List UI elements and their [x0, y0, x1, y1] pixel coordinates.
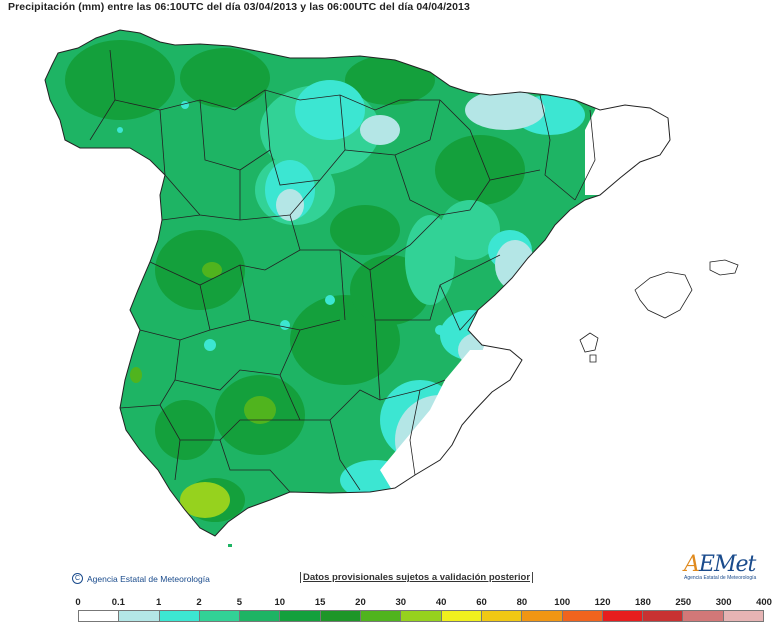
legend-swatch	[723, 611, 764, 621]
logo-subtitle: Agencia Estatal de Meteorología	[684, 575, 757, 581]
legend-labels: 0 0.1 1 2 5 10 15 20 30 40 60 80 100 120 180 250 300 400	[70, 597, 772, 608]
logo-mark: AEMet	[684, 552, 764, 577]
logo-mark-a: A	[684, 552, 700, 577]
legend-label: 120	[594, 597, 611, 608]
disclaimer-label: Datos provisionales sujetos a validación…	[303, 572, 531, 583]
legend-label: 400	[756, 597, 772, 608]
legend-label: 180	[635, 597, 651, 608]
legend-swatch	[119, 611, 160, 621]
legend-swatch	[441, 611, 482, 621]
legend-label: 30	[395, 597, 407, 608]
legend-swatch	[280, 611, 321, 621]
copyright-icon: C	[72, 573, 83, 584]
legend-swatch	[199, 611, 241, 621]
legend-swatch	[522, 611, 563, 621]
province-borders	[89, 49, 596, 493]
legend-label: 5	[236, 597, 243, 608]
legend-color-bar	[78, 610, 764, 622]
legend-label: 300	[715, 597, 732, 608]
legend-swatch	[320, 611, 362, 621]
legend-label: 0	[75, 597, 81, 608]
legend-swatch	[361, 611, 402, 621]
legend-label: 0.1	[111, 597, 125, 608]
precipitation-map	[44, 29, 739, 547]
legend-swatch	[602, 611, 644, 621]
legend-label: 80	[516, 597, 528, 608]
legend-label: 250	[675, 597, 692, 608]
legend-label: 40	[435, 597, 447, 608]
legend-label: 100	[554, 597, 571, 608]
ceuta	[228, 544, 232, 547]
legend-label: 20	[355, 597, 366, 608]
legend-label: 60	[476, 597, 487, 608]
copyright-notice: C Agencia Estatal de Meteorología	[72, 573, 210, 584]
legend-swatch	[481, 611, 523, 621]
legend-swatch	[683, 611, 724, 621]
legend-swatch	[643, 611, 684, 621]
aemet-logo: AEMet Agencia Estatal de Meteorología	[684, 552, 764, 586]
legend-label: 10	[274, 597, 286, 608]
logo-mark-rest: EMet	[698, 552, 756, 577]
legend-swatch	[79, 611, 120, 621]
legend-swatch	[401, 611, 442, 621]
legend-swatch	[240, 611, 281, 621]
legend-swatch	[562, 611, 603, 621]
disclaimer-text: Datos provisionales sujetos a validación…	[300, 572, 534, 583]
copyright-text: Agencia Estatal de Meteorología	[87, 573, 210, 584]
map-title: Precipitación (mm) entre las 06:10UTC de…	[8, 1, 470, 13]
legend-label: 15	[314, 597, 326, 608]
legend-label: 1	[156, 597, 162, 608]
balearic-islands	[579, 259, 739, 363]
legend-swatch	[159, 611, 200, 621]
legend-label: 2	[196, 597, 202, 608]
